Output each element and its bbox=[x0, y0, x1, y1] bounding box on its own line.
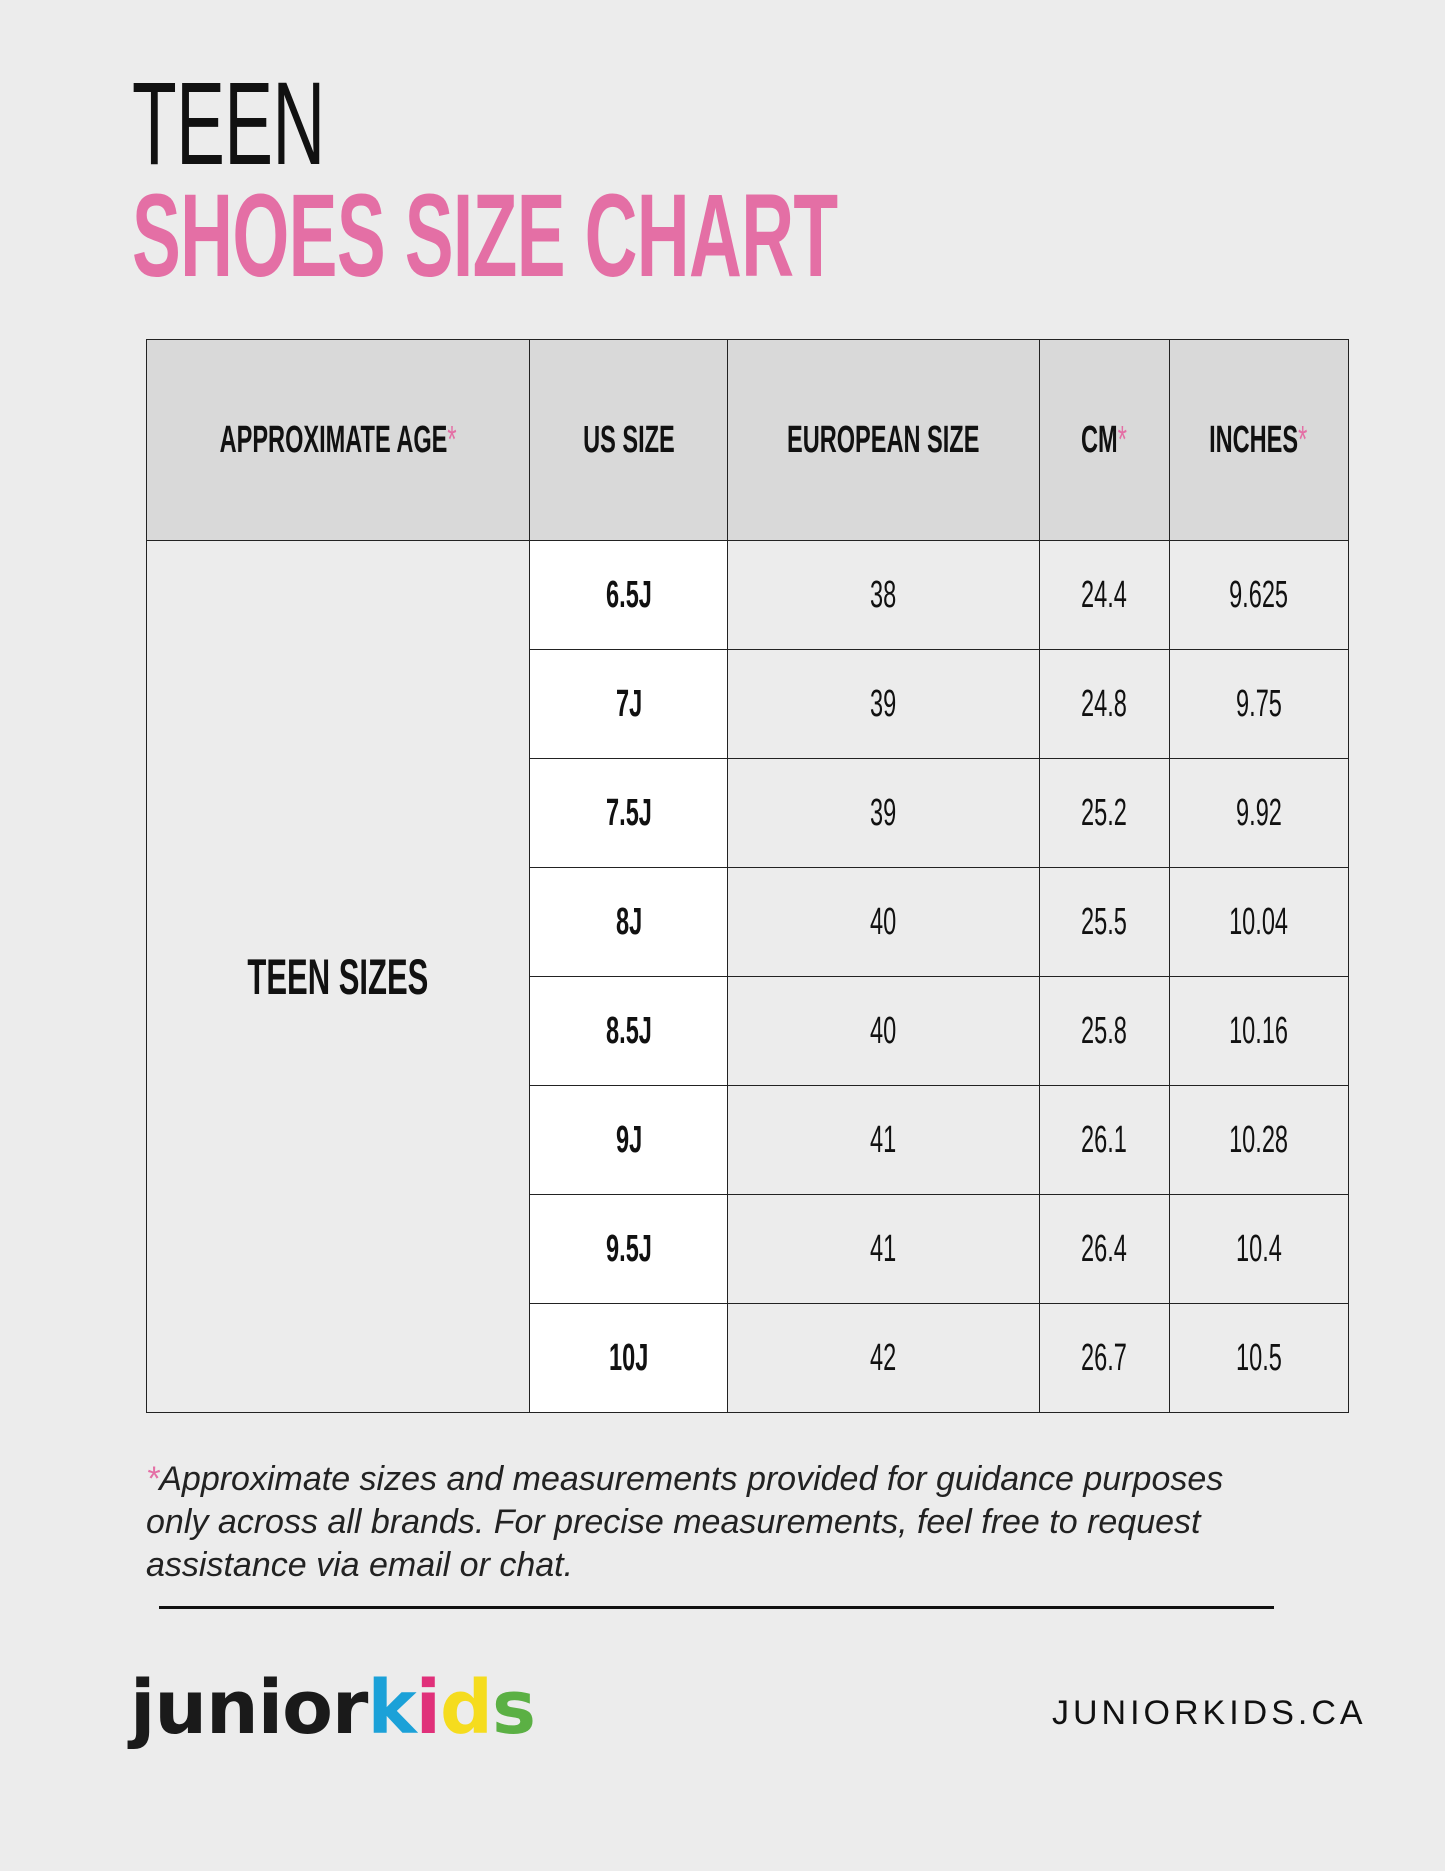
column-header: APPROXIMATE AGE* bbox=[145, 339, 531, 541]
cell-in: 9.92 bbox=[1168, 758, 1349, 868]
column-header: US SIZE bbox=[529, 339, 729, 541]
cell-in: 10.04 bbox=[1168, 867, 1349, 977]
logo-part: k bbox=[367, 1665, 416, 1751]
column-header: EUROPEAN SIZE bbox=[727, 339, 1040, 541]
cell-cm: 25.8 bbox=[1038, 976, 1170, 1086]
title-line-1: TEEN bbox=[132, 58, 325, 190]
column-header: INCHES* bbox=[1168, 339, 1349, 541]
cell-cm: 24.4 bbox=[1038, 540, 1170, 650]
table-row: TEEN SIZES 6.5J 38 24.4 9.625 bbox=[145, 540, 1349, 1413]
logo-part: d bbox=[440, 1665, 493, 1751]
cell-eu: 40 bbox=[727, 867, 1040, 977]
cell-us: 7J bbox=[529, 649, 729, 759]
title-line-2: SHOES SIZE CHART bbox=[132, 170, 838, 302]
table-row: 7.5J 39 25.2 9.92 bbox=[147, 758, 1349, 868]
size-table: APPROXIMATE AGE* US SIZE EUROPEAN SIZE CM* I… bbox=[145, 339, 1349, 1413]
cell-cm: 24.8 bbox=[1038, 649, 1170, 759]
cell-eu: 39 bbox=[727, 758, 1040, 868]
cell-in: 10.16 bbox=[1168, 976, 1349, 1086]
table-row: 9.5J 41 26.4 10.4 bbox=[147, 1194, 1349, 1304]
logo-part: s bbox=[492, 1665, 536, 1751]
cell-eu: 38 bbox=[727, 540, 1040, 650]
cell-cm: 25.2 bbox=[1038, 758, 1170, 868]
cell-eu: 41 bbox=[727, 1194, 1040, 1304]
cell-eu: 42 bbox=[727, 1303, 1040, 1413]
cell-in: 9.625 bbox=[1168, 540, 1349, 650]
juniorkids-logo: juniorkids bbox=[130, 1665, 536, 1751]
table-row: 9J 41 26.1 10.28 bbox=[147, 1085, 1349, 1195]
cell-us: 10J bbox=[529, 1303, 729, 1413]
cell-us: 9J bbox=[529, 1085, 729, 1195]
cell-us: 8J bbox=[529, 867, 729, 977]
logo-part: i bbox=[415, 1665, 441, 1751]
cell-cm: 25.5 bbox=[1038, 867, 1170, 977]
website-link[interactable]: JUNIORKIDS.CA bbox=[1052, 1694, 1367, 1732]
cell-cm: 26.7 bbox=[1038, 1303, 1170, 1413]
table-row: 8J 40 25.5 10.04 bbox=[147, 867, 1349, 977]
cell-in: 10.5 bbox=[1168, 1303, 1349, 1413]
table-row: 10J 42 26.7 10.5 bbox=[147, 1303, 1349, 1413]
cell-cm: 26.4 bbox=[1038, 1194, 1170, 1304]
cell-in: 9.75 bbox=[1168, 649, 1349, 759]
column-header: CM* bbox=[1038, 339, 1170, 541]
cell-in: 10.28 bbox=[1168, 1085, 1349, 1195]
cell-us: 8.5J bbox=[529, 976, 729, 1086]
footnote: *Approximate sizes and measurements prov… bbox=[146, 1460, 1224, 1584]
table-row: 8.5J 40 25.8 10.16 bbox=[147, 976, 1349, 1086]
cell-eu: 40 bbox=[727, 976, 1040, 1086]
cell-cm: 26.1 bbox=[1038, 1085, 1170, 1195]
cell-us: 9.5J bbox=[529, 1194, 729, 1304]
cell-us: 6.5J bbox=[529, 540, 729, 650]
divider bbox=[159, 1606, 1274, 1609]
cell-eu: 39 bbox=[727, 649, 1040, 759]
cell-in: 10.4 bbox=[1168, 1194, 1349, 1304]
cell-eu: 41 bbox=[727, 1085, 1040, 1195]
age-cell: TEEN SIZES bbox=[145, 540, 531, 1413]
logo-part: junior bbox=[130, 1665, 368, 1751]
table-row: 7J 39 24.8 9.75 bbox=[147, 649, 1349, 759]
cell-us: 7.5J bbox=[529, 758, 729, 868]
